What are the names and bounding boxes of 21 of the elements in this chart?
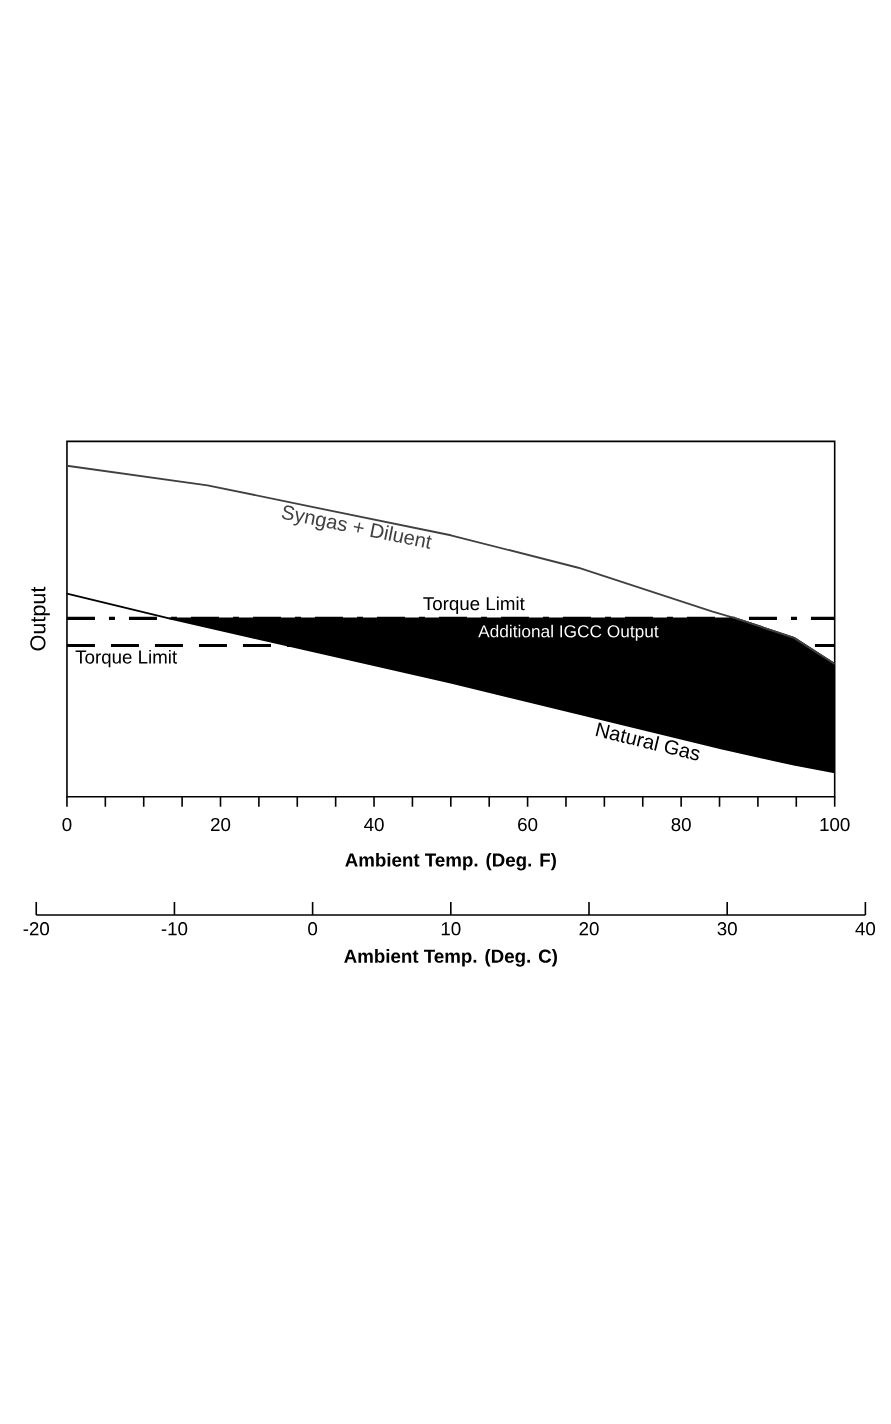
x2-axis-title: Ambient Temp. (Deg. C) — [344, 949, 557, 967]
x-tick-label: 60 — [518, 817, 538, 832]
x2-tick-label: 0 — [308, 922, 318, 936]
x2-tick-label: -20 — [23, 922, 50, 936]
ref-line-label: Torque Limit — [423, 596, 525, 614]
y-axis-title: Output — [30, 586, 50, 651]
x-axis-title: Ambient Temp. (Deg. F) — [345, 852, 556, 871]
ref-line-label: Torque Limit — [75, 649, 177, 668]
x-tick-label: 40 — [364, 817, 384, 832]
x-tick-label: 0 — [62, 817, 72, 832]
text: Syngas + Diluent — [281, 505, 432, 549]
x-tick-label: 20 — [211, 817, 231, 832]
x2-tick-label: 40 — [855, 922, 876, 936]
text: Natural Gas — [595, 722, 700, 761]
x2-tick-label: -10 — [161, 922, 188, 936]
x-tick-label: 80 — [671, 817, 691, 832]
series-label: Additional IGCC Output — [478, 624, 659, 641]
x2-tick-label: 30 — [717, 922, 737, 936]
x-tick-label: 100 — [820, 817, 850, 832]
x2-tick-label: 20 — [579, 922, 599, 936]
x2-tick-label: 10 — [441, 922, 461, 936]
